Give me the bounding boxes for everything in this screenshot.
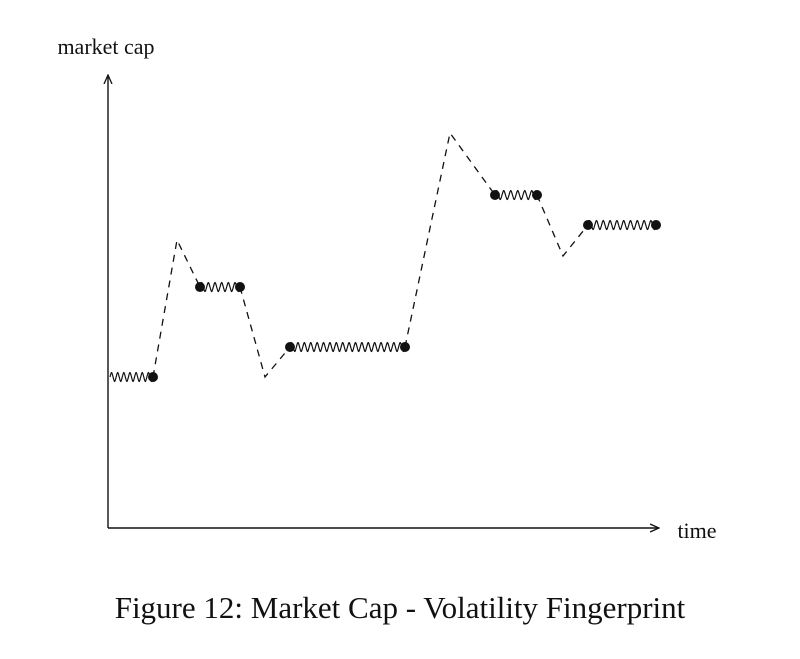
jump <box>239 286 291 379</box>
y-axis-label: market cap <box>57 34 154 59</box>
caption: Figure 12: Market Cap - Volatility Finge… <box>115 590 686 625</box>
jump <box>152 237 201 378</box>
dot <box>532 190 542 200</box>
dot <box>285 342 295 352</box>
volatility-segments <box>109 189 657 383</box>
dot <box>583 220 593 230</box>
wave <box>587 219 657 231</box>
jumps <box>152 131 589 379</box>
jump <box>536 194 589 258</box>
points <box>148 190 661 382</box>
wave <box>109 371 154 383</box>
jump <box>404 131 496 348</box>
wave <box>199 281 241 293</box>
dot <box>195 282 205 292</box>
dot <box>235 282 245 292</box>
x-axis-label: time <box>677 518 716 543</box>
dot <box>490 190 500 200</box>
dot <box>148 372 158 382</box>
dot <box>400 342 410 352</box>
dot <box>651 220 661 230</box>
wave <box>494 189 538 201</box>
wave <box>289 341 406 353</box>
